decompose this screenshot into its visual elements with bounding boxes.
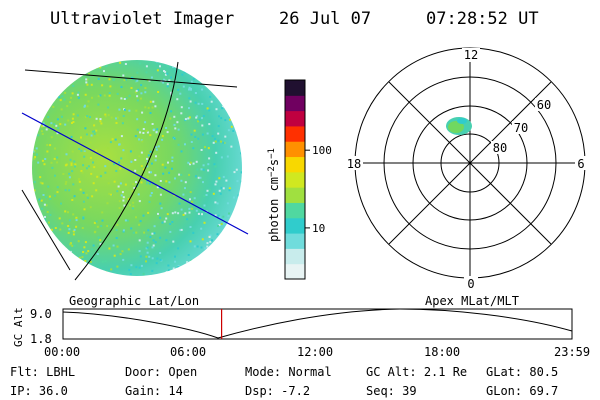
colorbar-cell	[285, 248, 305, 265]
time-label: 07:28:52 UT	[426, 9, 539, 29]
mlt-label-6: 6	[577, 157, 584, 171]
terminator-line	[21, 112, 249, 235]
status-ip: IP: 36.0	[10, 384, 68, 398]
altitude-ytick-max: 9.0	[30, 307, 52, 321]
colorbar-cell	[285, 171, 305, 188]
colorbar-cell	[285, 110, 305, 127]
mlt-label-0: 0	[467, 277, 474, 291]
app-title: Ultraviolet Imager	[50, 9, 234, 29]
status-gc-alt: GC Alt: 2.1 Re	[366, 365, 467, 379]
altitude-curve	[62, 308, 573, 339]
colorbar-cell	[285, 187, 305, 203]
lon-line-2	[21, 189, 71, 271]
colorbar-tick-label: 10	[312, 222, 325, 235]
altitude-plot: GC Alt 9.0 1.8 00:00 06:00 12:00 18:00 2…	[12, 307, 590, 359]
colorbar-cell	[285, 263, 305, 280]
colorbar-unit-label: photon cm−2s−1	[267, 148, 281, 242]
mlt-label-12: 12	[464, 48, 478, 62]
colorbar: 100 10 photon cm−2s−1	[267, 79, 332, 280]
colorbar-cell	[285, 80, 305, 96]
altitude-ylabel: GC Alt	[12, 307, 25, 347]
status-dsp: Dsp: -7.2	[245, 384, 310, 398]
colorbar-cell	[285, 141, 305, 158]
status-panel: Flt: LBHL Door: Open Mode: Normal GC Alt…	[10, 365, 558, 398]
colorbar-cell	[285, 95, 305, 112]
colorbar-cell	[285, 233, 305, 249]
apex-label: Apex MLat/MLT	[425, 294, 519, 308]
date-label: 26 Jul 07	[279, 9, 371, 29]
time-tick-3: 18:00	[424, 345, 460, 359]
lat-label-60: 60	[537, 98, 551, 112]
colorbar-cell	[285, 125, 305, 142]
colorbar-cell	[285, 202, 305, 219]
colorbar-cell	[285, 156, 305, 173]
lat-label-70: 70	[514, 121, 528, 135]
status-mode: Mode: Normal	[245, 365, 332, 379]
aurora-blob	[446, 117, 472, 135]
status-flt: Flt: LBHL	[10, 365, 75, 379]
uv-image-globe	[21, 60, 249, 281]
lat-label-80: 80	[493, 141, 507, 155]
time-tick-1: 06:00	[170, 345, 206, 359]
status-door: Door: Open	[125, 365, 197, 379]
time-tick-0: 00:00	[44, 345, 80, 359]
colorbar-tick-label: 100	[312, 144, 332, 157]
colorbar-cell	[285, 217, 305, 234]
time-tick-4: 23:59	[554, 345, 590, 359]
status-seq: Seq: 39	[366, 384, 417, 398]
time-tick-2: 12:00	[297, 345, 333, 359]
lat-line	[24, 69, 238, 88]
status-gain: Gain: 14	[125, 384, 183, 398]
geographic-label: Geographic Lat/Lon	[69, 294, 199, 308]
status-glon: GLon: 69.7	[486, 384, 558, 398]
lon-line	[74, 61, 179, 281]
altitude-ytick-min: 1.8	[30, 332, 52, 346]
polar-plot: 12 0 18 6 60 70 80	[345, 47, 587, 291]
mlt-label-18: 18	[347, 157, 361, 171]
status-glat: GLat: 80.5	[486, 365, 558, 379]
